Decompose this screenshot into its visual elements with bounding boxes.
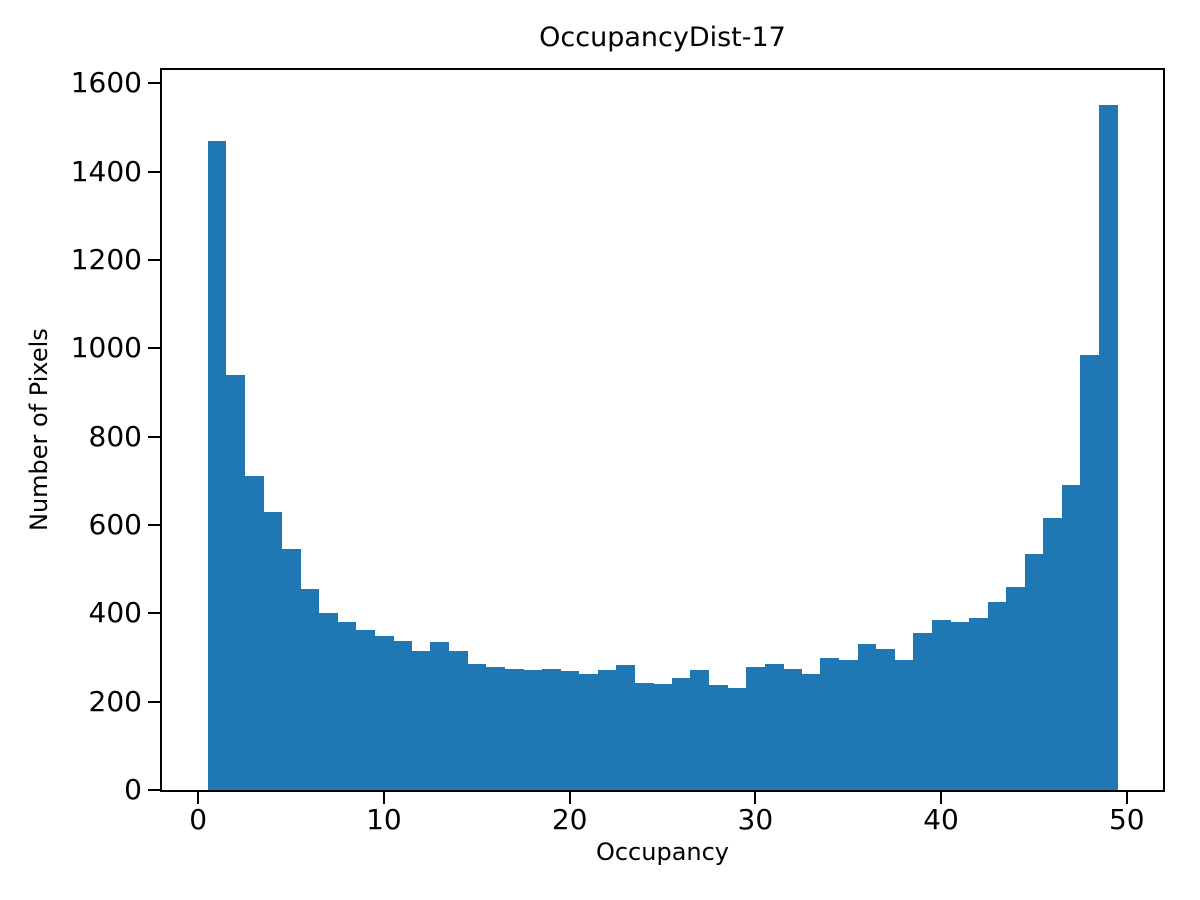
bars-layer [162, 70, 1163, 790]
histogram-bar [411, 650, 431, 790]
histogram-bar [393, 641, 413, 790]
histogram-bar [486, 667, 505, 790]
y-axis-label: Number of Pixels [25, 328, 53, 532]
histogram-bar [1043, 518, 1063, 790]
y-tick-mark [148, 523, 160, 526]
histogram-bar [968, 617, 988, 790]
histogram-bar [1061, 485, 1081, 790]
histogram-bar [783, 669, 803, 790]
histogram-bar [300, 589, 320, 790]
histogram-bar [1098, 105, 1118, 790]
histogram-bar [1080, 354, 1100, 790]
histogram-bar [764, 664, 784, 790]
x-tick-mark [568, 792, 571, 804]
histogram-bar [727, 687, 747, 790]
x-tick-label: 20 [551, 803, 588, 836]
y-tick-label: 0 [124, 773, 142, 806]
histogram-bar [746, 666, 765, 790]
histogram-bar [876, 648, 895, 790]
histogram-bar [913, 633, 933, 790]
y-tick-label: 200 [88, 684, 142, 718]
x-tick-label: 10 [366, 803, 402, 836]
histogram-bar [1006, 586, 1025, 790]
histogram-bar [226, 374, 245, 790]
histogram-bar [894, 659, 914, 790]
y-tick-mark [148, 435, 160, 438]
histogram-bar [374, 636, 394, 790]
histogram-bar [523, 670, 543, 790]
x-tick-label: 0 [189, 803, 208, 836]
histogram-bar [430, 642, 450, 790]
x-tick-mark [1125, 792, 1128, 804]
y-tick-mark [148, 700, 160, 703]
histogram-bar [356, 630, 375, 790]
y-tick-mark [148, 789, 160, 791]
histogram-bar [337, 622, 357, 790]
histogram-bar [801, 674, 821, 790]
histogram-bar [634, 682, 654, 790]
x-tick-label: 30 [737, 803, 774, 836]
chart-title: OccupancyDist-17 [539, 22, 786, 53]
histogram-bar [1024, 553, 1044, 790]
plot-area: 0 200 400 600 800 1000 1200 1400 1600 0 10 20 30 40 5… [71, 68, 1165, 834]
histogram-bar [467, 664, 487, 790]
histogram-bar [931, 619, 951, 790]
y-tick-label: 600 [88, 507, 142, 541]
x-axis-label: Occupancy [595, 838, 730, 866]
histogram-bar [207, 140, 227, 790]
x-tick-mark [382, 792, 385, 804]
y-tick-label: 1400 [70, 154, 142, 188]
histogram-bar [671, 677, 691, 790]
y-tick-label: 1600 [70, 66, 142, 100]
histogram-bar [578, 674, 598, 790]
y-tick-mark [148, 258, 160, 261]
histogram-bar [318, 613, 338, 790]
histogram-bar [281, 549, 301, 790]
y-tick-label: 800 [88, 419, 142, 453]
histogram-bar [597, 670, 617, 790]
y-tick-mark [148, 347, 160, 350]
histogram-bar [838, 659, 858, 790]
histogram-bar [504, 668, 524, 790]
y-tick-mark [148, 170, 160, 173]
x-tick-mark [940, 792, 943, 804]
y-tick-label: 1000 [70, 331, 142, 365]
histogram-bar [820, 657, 840, 790]
y-tick-label: 1200 [70, 242, 142, 276]
histogram-bar [560, 670, 580, 790]
histogram-bar [244, 476, 264, 790]
histogram-bar [987, 602, 1007, 790]
x-tick-label: 40 [923, 803, 959, 836]
histogram-bar [541, 669, 561, 790]
histogram-bar [263, 511, 283, 790]
histogram-bar [857, 644, 877, 790]
histogram-bar [950, 622, 970, 790]
x-tick-label: 50 [1108, 803, 1145, 836]
x-tick-mark [197, 792, 200, 804]
y-tick-mark [148, 82, 160, 85]
histogram-bar [690, 670, 710, 790]
histogram-bar [708, 685, 728, 790]
y-tick-label: 400 [88, 596, 142, 630]
histogram-bar [616, 664, 635, 790]
x-tick-mark [754, 792, 757, 804]
y-tick-mark [148, 612, 160, 615]
histogram-bar [653, 684, 673, 790]
histogram-bar [448, 650, 468, 790]
